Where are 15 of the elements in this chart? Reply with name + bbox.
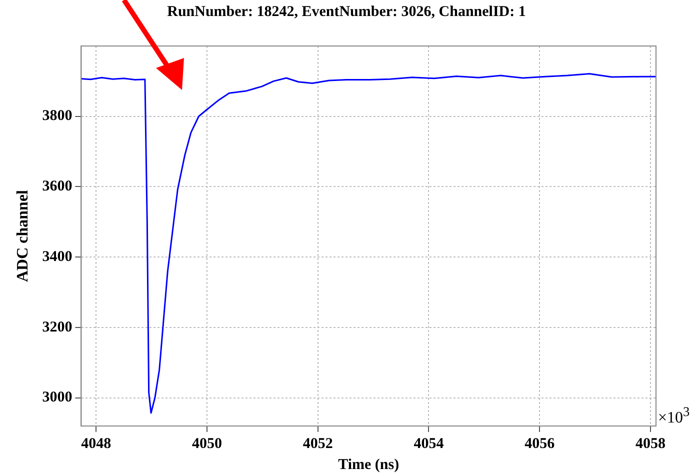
x-tick-label: 4052: [302, 436, 333, 452]
text: ×10$^{3}$: [658, 404, 690, 428]
x-tick-label: 4050: [192, 436, 222, 452]
y-tick-label: 3200: [42, 319, 72, 336]
chart-title: RunNumber: 18242, EventNumber: 3026, ChannelID: 1: [166, 4, 527, 21]
x-tick-label: 4058: [635, 436, 666, 452]
y-tick-label: 3600: [42, 178, 72, 195]
y-tick-label: 3400: [42, 248, 72, 265]
y-tick-label: 3800: [42, 108, 72, 124]
x-tick-label: 4054: [414, 436, 444, 452]
x-tick-label: 4048: [81, 436, 112, 452]
x-axis-title: Time (ns): [338, 456, 400, 473]
y-axis-title: ADC channel: [14, 189, 32, 282]
x-tick-label: 4056: [524, 436, 556, 452]
y-tick-label: 3000: [42, 390, 72, 406]
